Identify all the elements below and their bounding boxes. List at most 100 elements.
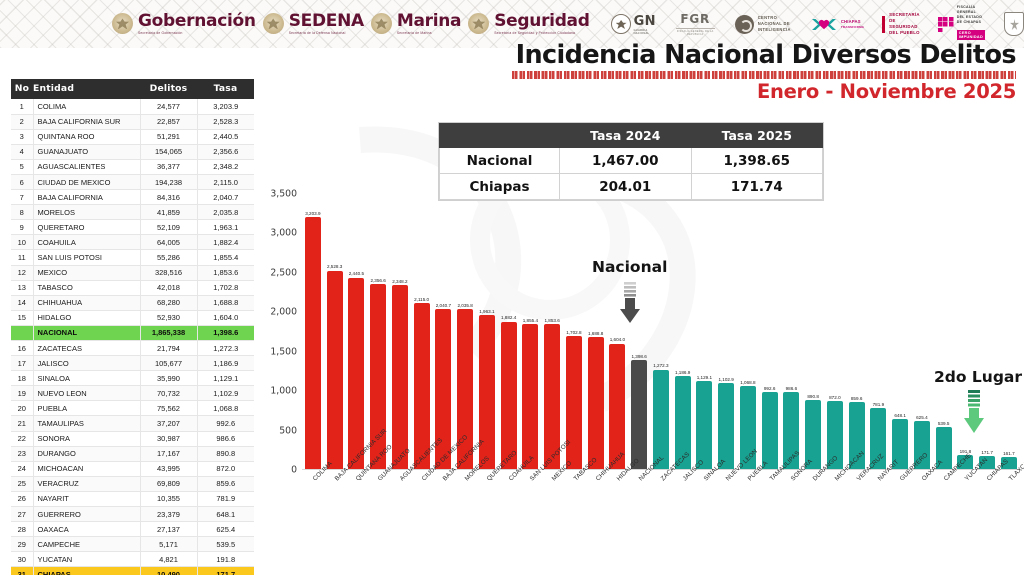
row-cell-entidad: SONORA [32,431,140,447]
incidence-data-table: No Entidad Delitos Tasa 1 COLIMA 24,577 3,2… [11,79,254,575]
row-cell-entidad: NACIONAL [32,325,140,342]
row-cell-delitos: 328,516 [139,265,197,281]
row-cell-delitos: 70,732 [139,385,197,402]
bar-value-label: 1,963.1 [479,309,495,315]
row-cell-tasa: 1,102.9 [196,385,254,402]
x-axis-label-cell: BAJA CALIFORNIA SUR [324,428,388,574]
logo-fge-line3: DE CHIAPAS [956,20,982,25]
x-axis-label-cell: AGUASCALIENTES [389,437,444,574]
table-row: 6 CIUDAD DE MEXICO 194,238 2,115.0 [11,174,254,191]
row-cell-no: 11 [11,249,33,266]
logo-seguridad-sub: Secretaría de Seguridad y Protección Ciu… [494,30,576,35]
chart-bar: 1,102.9 [718,377,735,470]
x-axis-label-cell: COAHUILA [498,454,535,574]
x-axis-label-cell: YUCATAN [955,457,990,574]
x-axis-label-cell: ZACATECAS [650,451,691,574]
table-row: 13 TABASCO 42,018 1,702.8 [11,280,254,296]
table-row: 12 MEXICO 328,516 1,853.6 [11,265,254,281]
logo-gn-label: GN [633,13,656,29]
logo-fgr: FGR FISCALÍA GENERAL DE LA REPÚBLICA [675,12,715,36]
x-axis-label-cell: TLAXCALA [998,454,1024,574]
bar-value-label: 781.9 [872,402,885,408]
bar-value-label: 1,186.9 [674,370,691,376]
logo-guardia-nacional: GN GUARDIA NACIONAL [610,13,656,35]
chart-bar-cell: 648.1 [889,194,911,470]
annotation-nacional: Nacional [592,258,668,276]
chart-bar-cell: 2,040.7 [433,194,455,470]
table-row: 19 NUEVO LEON 70,732 1,102.9 [11,385,254,402]
row-cell-no: 4 [11,144,33,160]
row-cell-delitos: 69,809 [139,476,197,492]
decorative-rule [512,70,1016,79]
row-cell-no: 29 [11,536,33,553]
row-cell-entidad: TABASCO [32,280,140,296]
x-axis-label-cell: GUERRERO [889,452,930,574]
logo-marina: Marina Secretaría de Marina [370,12,462,35]
row-cell-delitos: 1,865,338 [139,325,197,342]
chart-bar-cell: 1,186.9 [672,194,694,470]
row-cell-tasa: 1,882.4 [196,234,254,251]
bar-value-label: 161.7 [1003,451,1015,457]
bar-value-label: 1,688.8 [587,330,604,336]
row-cell-entidad: GUERRERO [32,506,140,523]
chart-bar: 648.1 [892,413,909,470]
table-row: 22 SONORA 30,987 986.6 [11,431,254,447]
logo-ssp-line1: SECRETARÍA [889,11,920,17]
slide-headline: Incidencia Nacional Diversos Delitos Ene… [512,42,1024,103]
chart-bar-cell: 161.7 [998,194,1020,470]
row-cell-no: 6 [11,174,33,191]
bar-value-label: 872.0 [829,395,841,401]
chart-bar-cell: 2,528.3 [324,194,346,470]
row-cell-delitos: 24,577 [139,99,197,115]
row-cell-tasa: 2,115.0 [196,174,254,191]
chart-bar-cell: 890.8 [802,194,824,470]
row-cell-tasa: 2,040.7 [196,189,254,206]
y-axis-tick-label: 2,500 [270,267,297,279]
comparison-row-chiapas: Chiapas 204.01 171.74 [439,173,823,200]
chart-bars: 3,203.9 2,528.3 2,440.5 2,356.6 2,348.2 2,115… [302,194,1020,470]
row-cell-no: 15 [11,310,33,326]
row-cell-tasa: 2,528.3 [196,114,254,130]
table-row: 26 NAYARIT 10,355 781.9 [11,491,254,508]
chart-bar-cell: 171.7 [976,194,998,470]
row-cell-entidad: DURANGO [32,446,140,462]
row-cell-tasa: 986.6 [196,431,254,447]
x-axis-label-cell: NUEVO LEON [715,448,759,574]
comparison-row-nacional: Nacional 1,467.00 1,398.65 [439,147,823,174]
row-cell-entidad: YUCATAN [32,551,140,568]
row-cell-entidad: TAMAULIPAS [32,415,140,432]
chart-bar-cell: 1,882.4 [498,194,520,470]
row-cell-entidad: CHIHUAHUA [32,295,140,311]
x-axis-label-cell: VERACRUZ [846,453,885,574]
chart-bar: 781.9 [870,402,887,470]
x-axis-label-cell: MICHOACAN [824,450,865,574]
comparison-label-chiapas: Chiapas [439,173,560,200]
row-cell-delitos: 5,171 [139,536,197,553]
table-row: 1 COLIMA 24,577 3,203.9 [11,99,254,115]
chart-bar-cell: 2,356.6 [367,194,389,470]
bar-value-label: 859.6 [850,396,863,402]
row-cell-tasa: 2,356.6 [196,144,254,160]
row-cell-entidad: BAJA CALIFORNIA SUR [32,114,140,130]
logo-seguridad: Seguridad Secretaría de Seguridad y Prot… [468,12,590,35]
chart-bar: 161.7 [1000,451,1017,470]
page-subtitle: Enero - Noviembre 2025 [756,79,1016,103]
guardia-nacional-eagle-icon [610,14,631,34]
comparison-chiapas-2025: 171.74 [690,173,823,200]
bar-value-label: 1,068.8 [740,379,756,385]
chart-bar: 1,855.4 [522,318,539,470]
row-cell-delitos: 10,490 [139,566,197,575]
table-row: 4 GUANAJUATO 154,065 2,356.6 [11,144,254,160]
logo-fge-line2: DEL ESTADO [956,15,983,19]
chart-x-axis-labels: COLIMA BAJA CALIFORNIA SUR QUINTANA ROO GUA… [302,428,1024,574]
table-row: 29 CAMPECHE 5,171 539.5 [11,536,254,553]
row-cell-delitos: 68,280 [139,295,197,311]
row-cell-entidad: MICHOACAN [32,461,140,477]
chart-bar: 1,688.8 [587,331,604,470]
chart-bar: 2,440.5 [348,271,365,470]
chart-bar-cell: 1,688.8 [585,194,607,470]
government-logo-banner: Gobernación Secretaría de Gobernación SE… [0,0,1024,48]
row-cell-no: 31 [11,566,33,575]
chart-bar: 1,963.1 [478,309,495,470]
row-cell-no: 23 [11,446,33,462]
